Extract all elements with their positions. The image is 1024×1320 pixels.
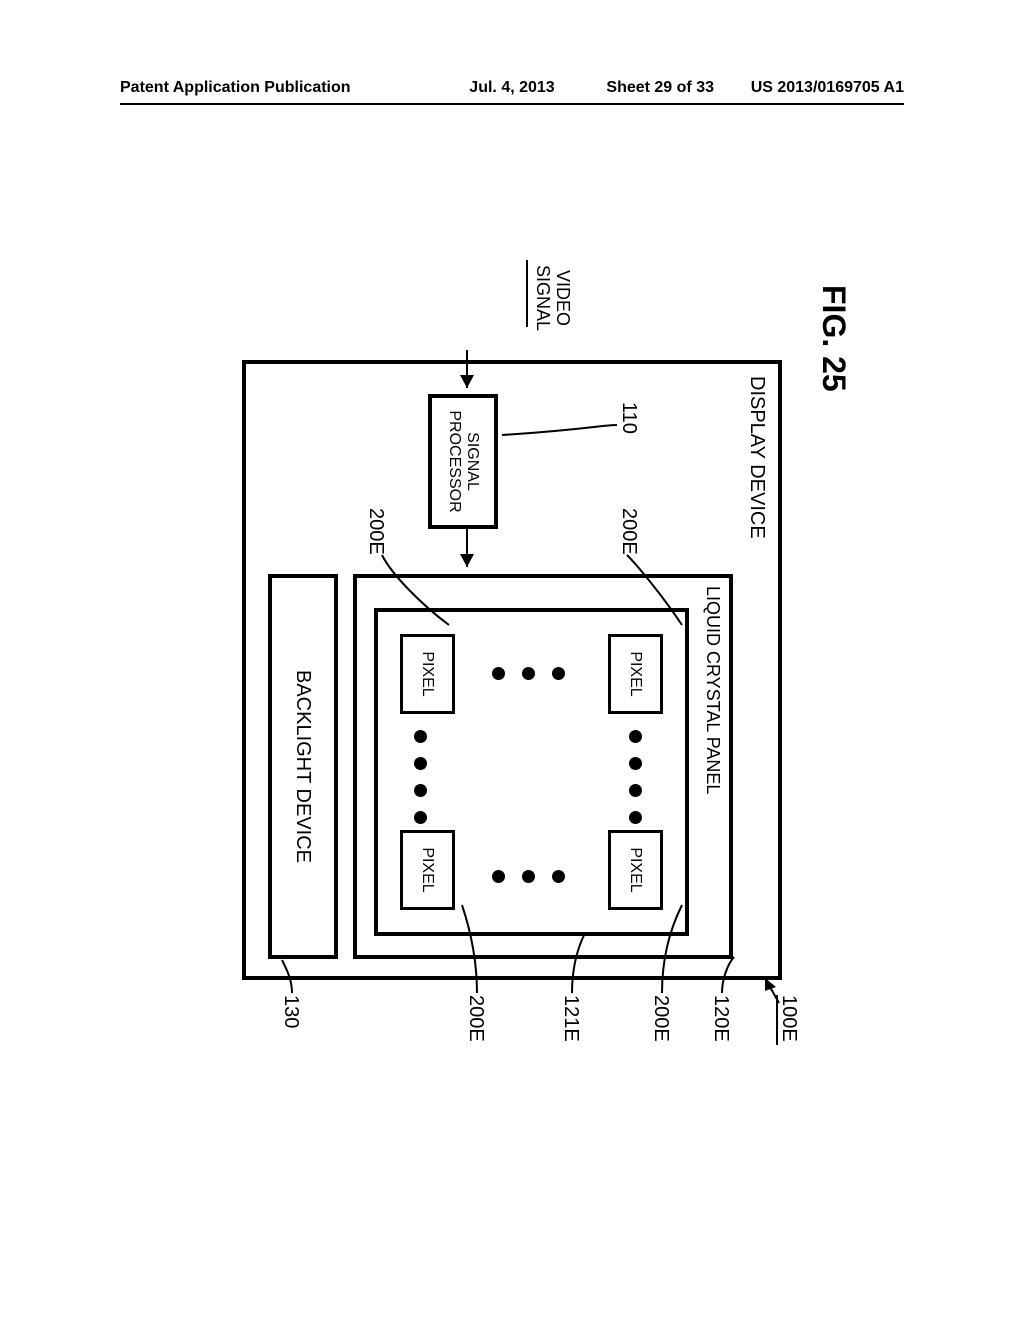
ref-100e: 100E: [777, 995, 800, 1042]
ellipsis-dot: [629, 811, 642, 824]
lcp-box: LIQUID CRYSTAL PANEL PIXEL PIXEL PIXEL P…: [353, 574, 733, 959]
ref-200e: 200E: [649, 995, 672, 1042]
ellipsis-dot: [629, 730, 642, 743]
pixel-box: PIXEL: [608, 830, 663, 910]
header-publication: Patent Application Publication: [120, 79, 351, 97]
ellipsis-dot: [414, 784, 427, 797]
signal-processor-label: SIGNAL PROCESSOR: [445, 410, 482, 512]
pixel-region-box: PIXEL PIXEL PIXEL PIXEL: [374, 608, 689, 936]
video-signal-label: VIDEO SIGNAL: [532, 265, 572, 331]
diagram: FIG. 25 VIDEO SIGNAL DISPLAY DEVICE SIGN…: [162, 225, 862, 1125]
pixel-box: PIXEL: [400, 830, 455, 910]
ellipsis-dot: [414, 757, 427, 770]
diagram-container: FIG. 25 VIDEO SIGNAL DISPLAY DEVICE SIGN…: [120, 125, 904, 1225]
ellipsis-dot: [552, 667, 565, 680]
backlight-box: BACKLIGHT DEVICE: [268, 574, 338, 959]
header-sheet: Sheet 29 of 33: [606, 79, 714, 97]
page-header: Patent Application Publication Jul. 4, 2…: [120, 75, 904, 105]
ref-200e: 200E: [617, 508, 640, 555]
header-date: Jul. 4, 2013: [469, 79, 554, 97]
ellipsis-dot: [522, 667, 535, 680]
header-pubno: US 2013/0169705 A1: [751, 79, 904, 97]
ellipsis-dot: [522, 870, 535, 883]
pixel-label: PIXEL: [627, 847, 645, 892]
lcp-label: LIQUID CRYSTAL PANEL: [702, 586, 723, 794]
display-device-box: DISPLAY DEVICE SIGNAL PROCESSOR LIQUID C…: [242, 360, 782, 980]
ref-110: 110: [617, 402, 640, 434]
pixel-box: PIXEL: [400, 634, 455, 714]
ellipsis-dot: [414, 811, 427, 824]
ellipsis-dot: [552, 870, 565, 883]
page: Patent Application Publication Jul. 4, 2…: [120, 75, 904, 1245]
ref-200e: 200E: [364, 508, 387, 555]
ellipsis-dot: [492, 870, 505, 883]
ref-130: 130: [279, 995, 302, 1028]
ref-200e: 200E: [464, 995, 487, 1042]
pixel-box: PIXEL: [608, 634, 663, 714]
signal-processor-box: SIGNAL PROCESSOR: [428, 394, 498, 529]
ellipsis-dot: [629, 784, 642, 797]
ellipsis-dot: [629, 757, 642, 770]
figure-title: FIG. 25: [815, 285, 852, 392]
backlight-label: BACKLIGHT DEVICE: [292, 670, 315, 863]
ref-121e: 121E: [559, 995, 582, 1042]
pixel-label: PIXEL: [419, 651, 437, 696]
pixel-label: PIXEL: [419, 847, 437, 892]
ellipsis-dot: [414, 730, 427, 743]
ref-120e: 120E: [709, 995, 732, 1042]
ellipsis-dot: [492, 667, 505, 680]
pixel-label: PIXEL: [627, 651, 645, 696]
display-device-label: DISPLAY DEVICE: [745, 376, 768, 539]
